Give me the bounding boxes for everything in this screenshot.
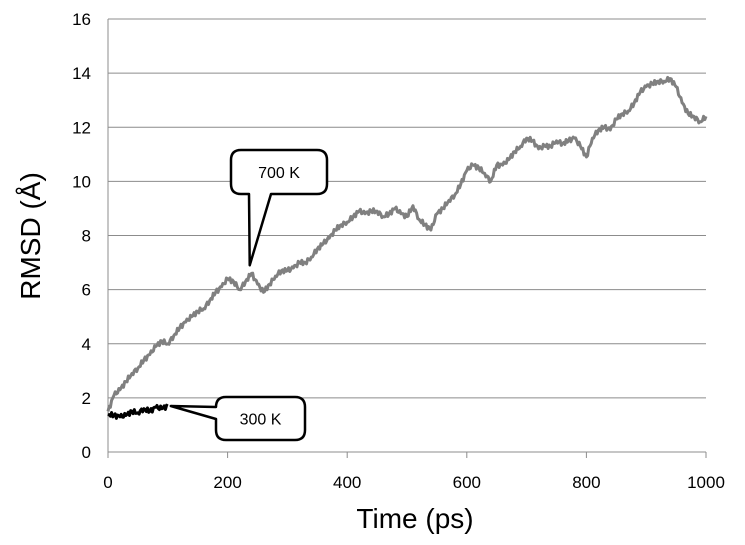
callouts: 700 K 300 K — [169, 148, 329, 442]
y-tick-label: 6 — [82, 281, 91, 300]
y-tick-labels: 0 2 4 6 8 10 12 14 16 — [72, 10, 91, 462]
y-tick-label: 16 — [72, 10, 91, 29]
series-lines — [106, 75, 708, 420]
y-tick-label: 8 — [82, 227, 91, 246]
x-tick-label: 1000 — [687, 473, 725, 492]
y-tick-label: 4 — [82, 335, 91, 354]
y-tick-label: 0 — [82, 443, 91, 462]
y-tick-label: 12 — [72, 118, 91, 137]
callout-label: 700 K — [258, 165, 300, 182]
y-tick-label: 2 — [82, 389, 91, 408]
x-tick-label: 400 — [333, 473, 361, 492]
callout-700k: 700 K — [229, 148, 329, 267]
callout-300k: 300 K — [169, 395, 307, 442]
series-line-700k — [106, 75, 708, 412]
x-tick-label: 600 — [453, 473, 481, 492]
x-tick-label: 800 — [572, 473, 600, 492]
axes — [107, 19, 707, 458]
y-axis-title: RMSD (Å) — [15, 172, 46, 300]
y-tick-label: 14 — [72, 64, 91, 83]
callout-label: 300 K — [240, 412, 282, 429]
x-tick-labels: 0 200 400 600 800 1000 — [103, 473, 725, 492]
y-tick-label: 10 — [72, 172, 91, 191]
series-line-300k — [107, 403, 169, 420]
x-axis-title: Time (ps) — [356, 503, 473, 534]
callout-bubble — [169, 395, 307, 442]
x-tick-label: 0 — [103, 473, 112, 492]
callout-bubble — [229, 148, 329, 267]
gridlines — [108, 18, 706, 399]
x-tick-label: 200 — [213, 473, 241, 492]
